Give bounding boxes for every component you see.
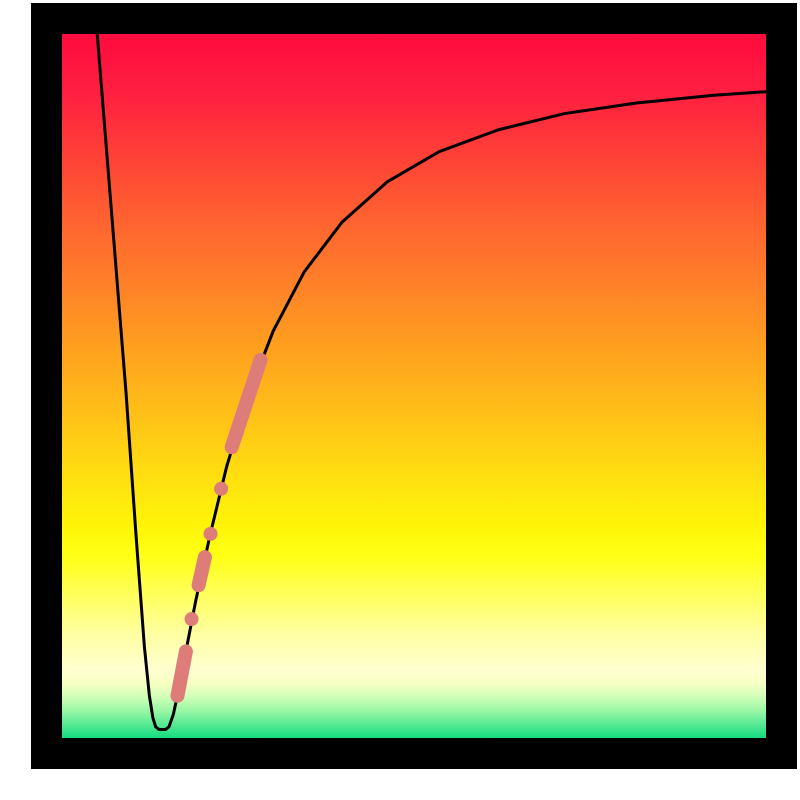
figure-root: TheBottleneck.com — [0, 0, 800, 800]
bottleneck-curve — [97, 34, 766, 730]
overlay-marker — [214, 482, 228, 496]
overlay-marker — [177, 651, 185, 695]
plot-area — [62, 34, 766, 738]
overlay-marker — [204, 527, 218, 541]
overlay-marker-group — [177, 360, 260, 696]
overlay-marker — [232, 360, 261, 447]
bottleneck-curve-svg — [62, 34, 766, 738]
overlay-marker — [185, 612, 199, 626]
overlay-marker — [199, 557, 205, 585]
